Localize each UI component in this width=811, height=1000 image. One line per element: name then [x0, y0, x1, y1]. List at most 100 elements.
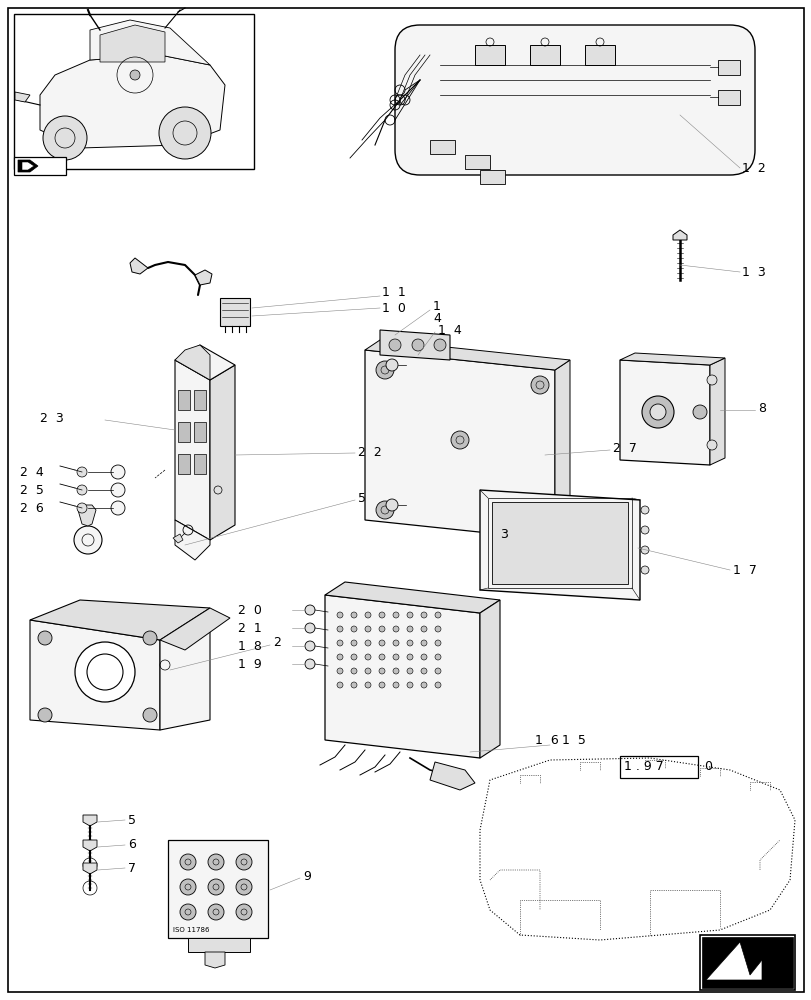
Polygon shape [78, 505, 96, 526]
Text: 0: 0 [703, 760, 711, 774]
Circle shape [640, 566, 648, 574]
Circle shape [208, 904, 224, 920]
Polygon shape [479, 490, 639, 600]
Polygon shape [15, 92, 30, 102]
Circle shape [450, 431, 469, 449]
Text: 1  7: 1 7 [732, 564, 756, 576]
Text: 5: 5 [358, 491, 366, 504]
Circle shape [393, 626, 398, 632]
Text: 4: 4 [432, 312, 440, 324]
Text: 7: 7 [128, 861, 135, 874]
Circle shape [350, 612, 357, 618]
Polygon shape [40, 55, 225, 148]
Circle shape [406, 626, 413, 632]
Circle shape [393, 682, 398, 688]
Circle shape [640, 506, 648, 514]
Circle shape [337, 654, 342, 660]
Circle shape [77, 485, 87, 495]
Circle shape [435, 682, 440, 688]
Bar [530, 45, 560, 65]
Circle shape [640, 546, 648, 554]
Text: 2: 2 [272, 637, 281, 650]
Circle shape [350, 626, 357, 632]
Bar [487, 498, 631, 588]
Circle shape [393, 612, 398, 618]
Circle shape [350, 654, 357, 660]
Circle shape [77, 467, 87, 477]
Polygon shape [204, 952, 225, 968]
Polygon shape [18, 160, 38, 172]
Bar [14, 14, 254, 169]
Circle shape [406, 682, 413, 688]
Circle shape [365, 668, 371, 674]
Circle shape [420, 654, 427, 660]
Bar [194, 422, 206, 442]
Circle shape [130, 70, 139, 80]
Polygon shape [130, 258, 148, 274]
Circle shape [692, 405, 706, 419]
Circle shape [375, 361, 393, 379]
Bar [620, 756, 697, 778]
Polygon shape [365, 340, 569, 370]
Bar [717, 60, 739, 75]
Text: 9: 9 [303, 869, 311, 882]
Circle shape [640, 526, 648, 534]
Polygon shape [188, 938, 250, 952]
Circle shape [393, 640, 398, 646]
Circle shape [305, 605, 315, 615]
Circle shape [406, 640, 413, 646]
Text: 1  3: 1 3 [741, 265, 765, 278]
Polygon shape [30, 620, 160, 730]
Polygon shape [175, 345, 234, 380]
Polygon shape [430, 762, 474, 790]
Polygon shape [22, 162, 34, 170]
Circle shape [350, 668, 357, 674]
Circle shape [305, 623, 315, 633]
Circle shape [365, 654, 371, 660]
Bar [178, 390, 190, 410]
Circle shape [420, 682, 427, 688]
Circle shape [38, 708, 52, 722]
Bar [474, 45, 504, 65]
Circle shape [649, 404, 665, 420]
Polygon shape [83, 863, 97, 874]
Polygon shape [160, 630, 210, 730]
Bar [194, 454, 206, 474]
Circle shape [379, 626, 384, 632]
Circle shape [420, 612, 427, 618]
Circle shape [305, 659, 315, 669]
Text: 2  0: 2 0 [238, 603, 262, 616]
Circle shape [385, 359, 397, 371]
Circle shape [236, 879, 251, 895]
Circle shape [642, 396, 673, 428]
Polygon shape [175, 345, 210, 380]
Bar [584, 45, 614, 65]
Circle shape [379, 682, 384, 688]
Polygon shape [195, 270, 212, 285]
Polygon shape [90, 20, 210, 65]
Circle shape [305, 641, 315, 651]
Polygon shape [620, 360, 709, 465]
Circle shape [385, 499, 397, 511]
Circle shape [420, 668, 427, 674]
Circle shape [435, 626, 440, 632]
Text: 5: 5 [128, 814, 135, 826]
Polygon shape [210, 365, 234, 540]
Text: 2  5: 2 5 [20, 484, 44, 496]
Circle shape [111, 483, 125, 497]
Circle shape [411, 339, 423, 351]
Bar [430, 140, 454, 154]
Text: 2  4: 2 4 [20, 466, 44, 479]
Bar [479, 170, 504, 184]
Circle shape [350, 682, 357, 688]
Polygon shape [380, 330, 449, 360]
Circle shape [406, 668, 413, 674]
Circle shape [530, 376, 548, 394]
Circle shape [530, 506, 548, 524]
Circle shape [365, 640, 371, 646]
Circle shape [379, 668, 384, 674]
Circle shape [111, 501, 125, 515]
Circle shape [75, 642, 135, 702]
Polygon shape [324, 582, 500, 613]
Text: 1  2: 1 2 [741, 161, 765, 174]
